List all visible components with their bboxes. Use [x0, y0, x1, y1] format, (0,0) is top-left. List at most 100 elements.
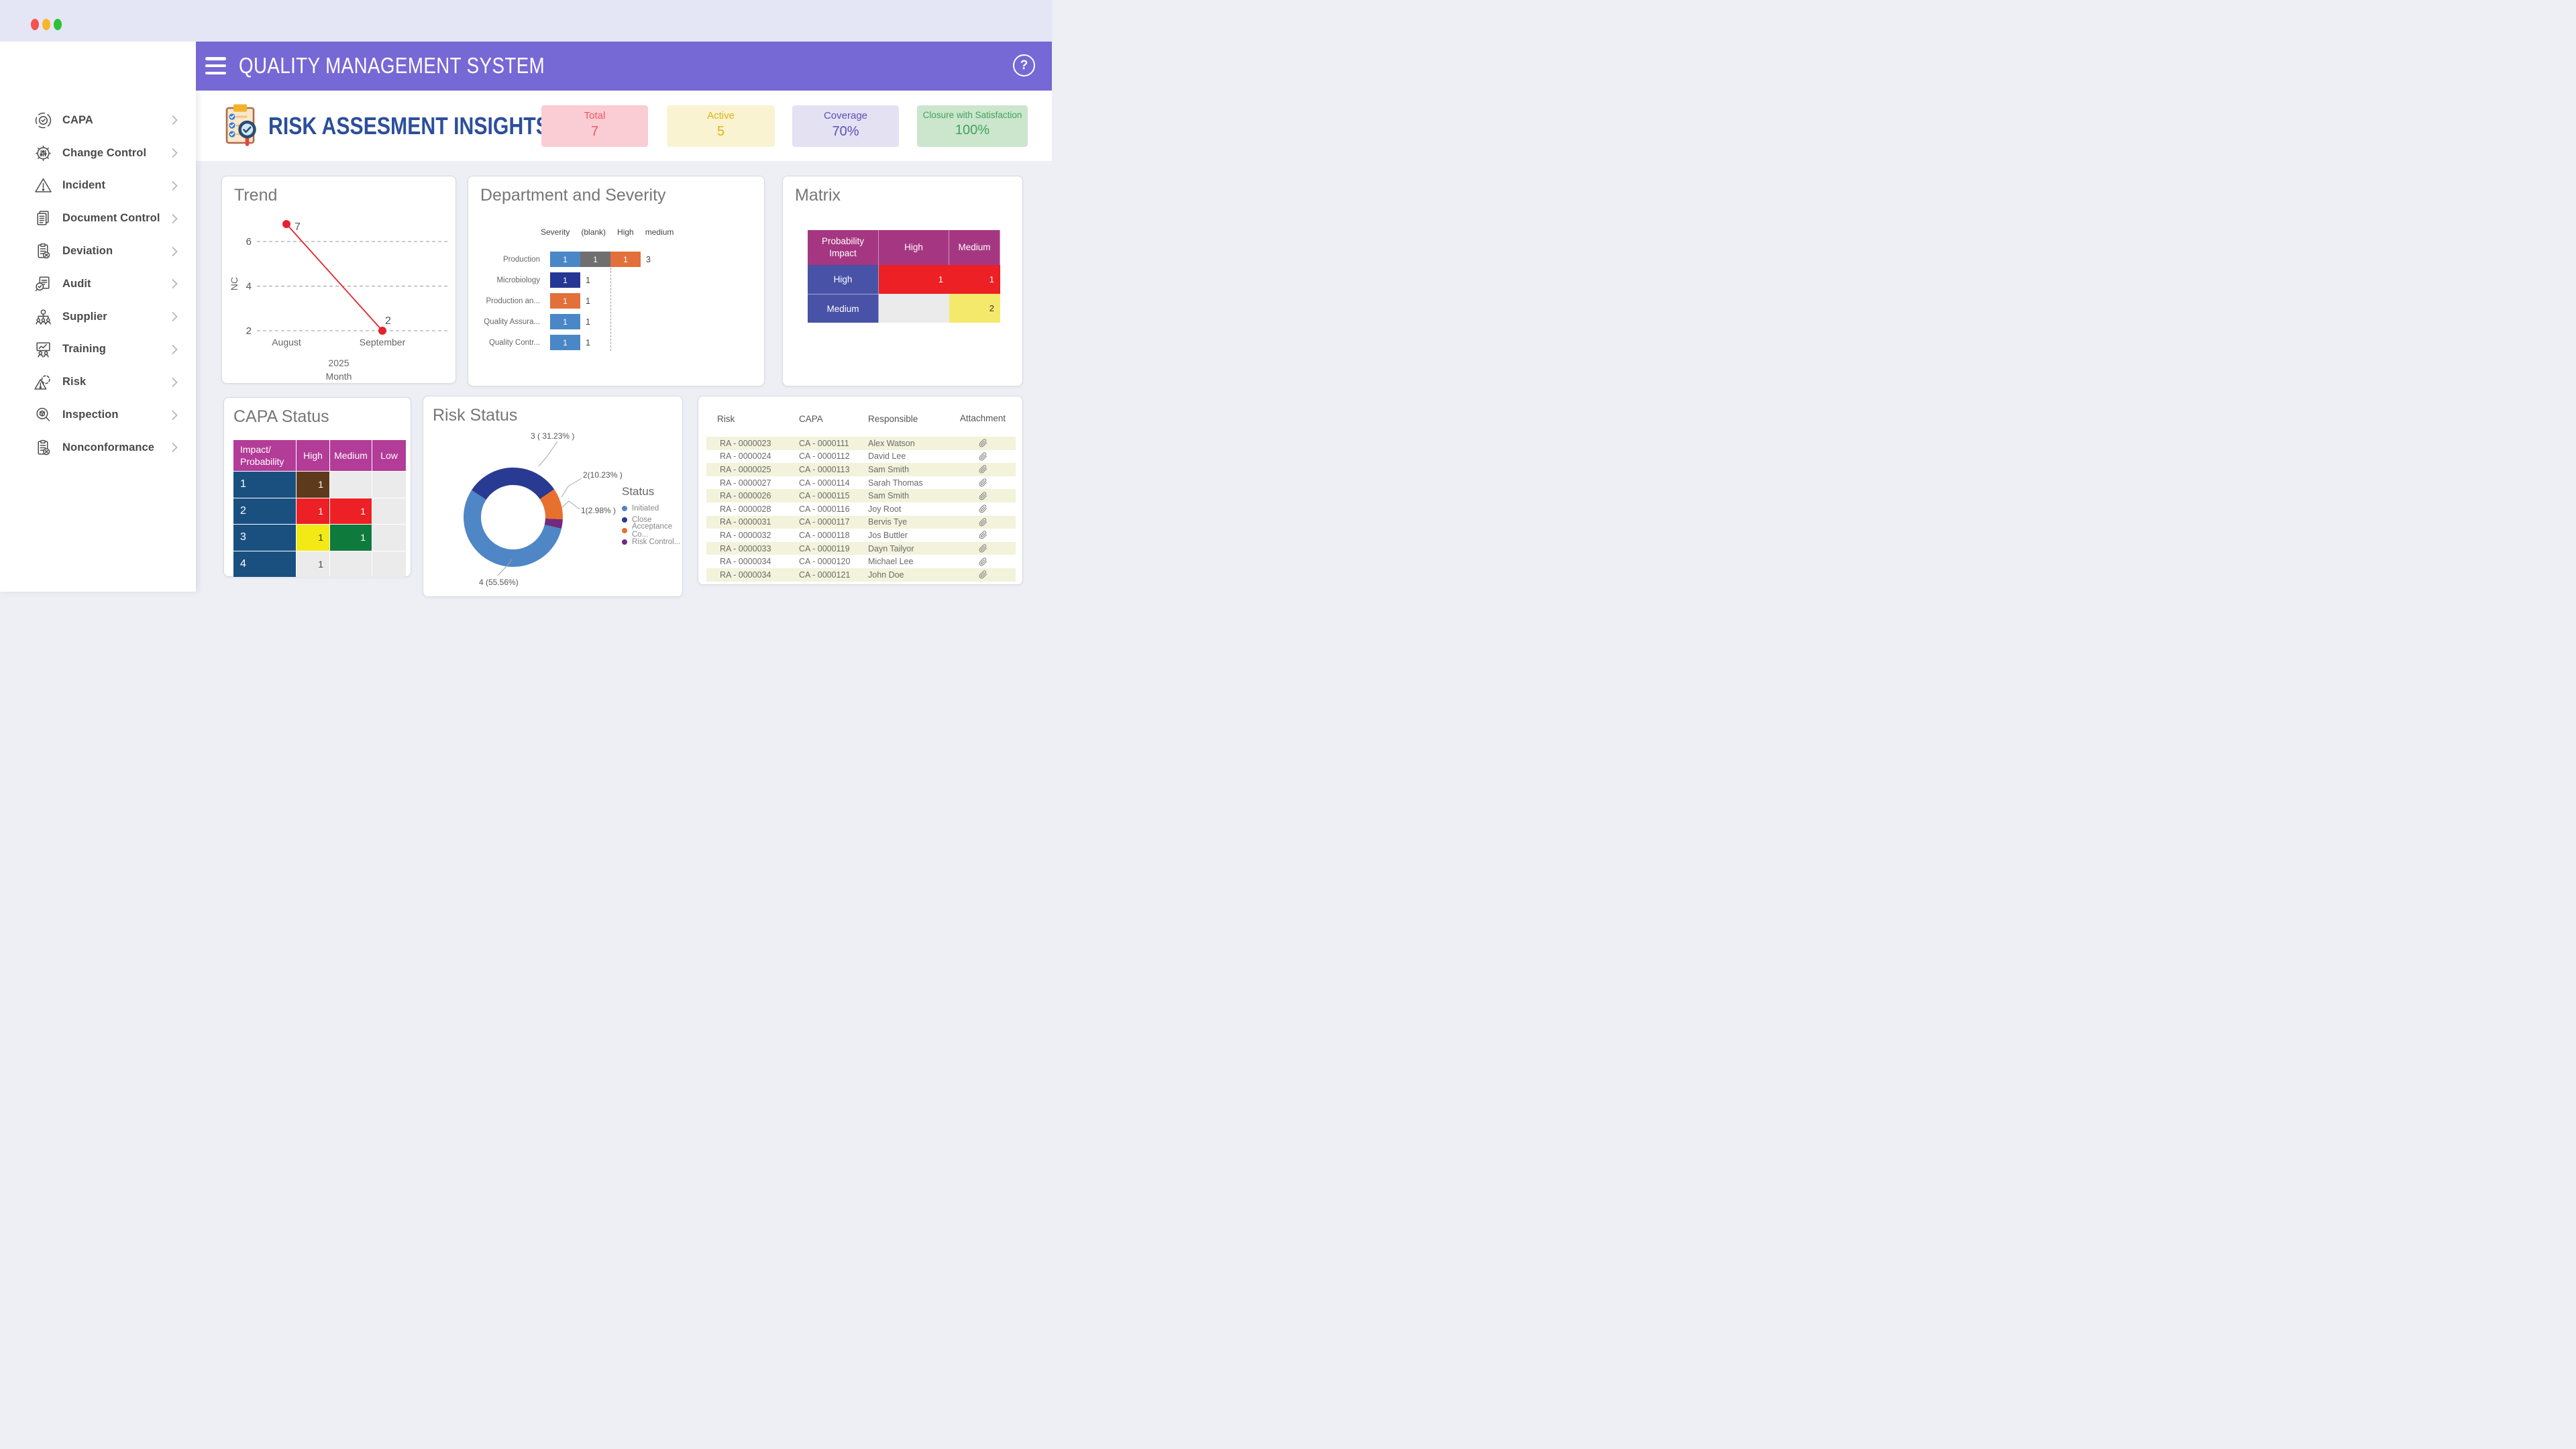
status-cell[interactable]: 1	[949, 265, 1000, 294]
chevron-right-icon	[172, 344, 178, 355]
table-row[interactable]: RA - 0000024 CA - 0000112 David Lee	[706, 450, 1016, 464]
kpi-total[interactable]: Total 7	[541, 105, 648, 147]
sidebar-item-risk[interactable]: Risk	[0, 366, 196, 398]
status-cell[interactable]: 1	[297, 551, 329, 577]
chevron-right-icon	[172, 442, 178, 453]
bar-segment[interactable]: 1	[580, 252, 610, 267]
paperclip-icon[interactable]	[950, 570, 1016, 579]
legend-item-acceptance-co[interactable]: Acceptance Co...	[622, 523, 682, 539]
bar-segment[interactable]: 1	[550, 314, 580, 329]
col-header-risk: Risk	[717, 413, 735, 424]
bar-segment[interactable]: 1	[550, 272, 580, 288]
sidebar-item-training[interactable]: Training	[0, 333, 196, 366]
maximize-button[interactable]	[54, 19, 62, 30]
trend-line-chart[interactable]: 2 4 6 7 August 2 September	[222, 176, 457, 384]
status-cell[interactable]: 1	[297, 472, 329, 498]
paperclip-icon[interactable]	[950, 465, 1016, 474]
table-row[interactable]: RA - 0000033 CA - 0000119 Dayn Tailyor	[706, 541, 1016, 555]
status-cell[interactable]: 1	[330, 525, 372, 551]
paperclip-icon[interactable]	[950, 544, 1016, 553]
window-controls	[31, 19, 62, 30]
sidebar-item-label: Deviation	[62, 245, 113, 258]
card-title: Risk Status	[433, 406, 518, 425]
sidebar-item-inspection[interactable]: Inspection	[0, 398, 196, 431]
sidebar-menu: CAPA Change Control Incident Document Contr…	[0, 42, 196, 464]
bar-segment[interactable]: 1	[610, 252, 641, 267]
table-row[interactable]: RA - 0000034 CA - 0000121 John Doe	[706, 568, 1016, 582]
sidebar-item-capa[interactable]: CAPA	[0, 104, 196, 137]
sidebar-item-deviation[interactable]: Deviation	[0, 235, 196, 268]
table-row[interactable]: RA - 0000032 CA - 0000118 Jos Buttler	[706, 529, 1016, 542]
kpi-closure-with-satisfaction[interactable]: Closure with Satisfaction 100%	[917, 105, 1028, 147]
capa-id: CA - 0000114	[799, 478, 850, 488]
status-cell[interactable]: 1	[879, 265, 949, 294]
table-row-label: High	[808, 265, 879, 294]
status-cell[interactable]	[372, 551, 406, 577]
status-cell[interactable]	[330, 551, 372, 577]
data-point-august[interactable]	[282, 220, 290, 228]
status-cell[interactable]	[372, 525, 406, 551]
risk-status-donut-chart[interactable]	[464, 468, 563, 567]
table-row-label: 2	[233, 498, 296, 524]
bar-row-label: Quality Contr...	[488, 338, 540, 347]
app-title: QUALITY MANAGEMENT SYSTEM	[239, 53, 545, 78]
sidebar-item-audit[interactable]: Audit	[0, 268, 196, 301]
bar-row-label: Quality Assura...	[484, 317, 540, 326]
minimize-button[interactable]	[42, 19, 50, 30]
sidebar-item-label: Document Control	[62, 212, 160, 225]
paperclip-icon[interactable]	[950, 439, 1016, 447]
donut-callout: 4 (55.56%)	[479, 578, 519, 587]
paperclip-icon[interactable]	[950, 557, 1016, 566]
legend-item-close[interactable]: Close	[622, 515, 682, 526]
sidebar-item-nonconformance[interactable]: Nonconformance	[0, 431, 196, 464]
sidebar-item-change-control[interactable]: Change Control	[0, 137, 196, 170]
kpi-coverage[interactable]: Coverage 70%	[792, 105, 899, 147]
bar-total-label: 3	[646, 254, 651, 264]
table-row[interactable]: RA - 0000023 CA - 0000111 Alex Watson	[706, 437, 1016, 450]
bar-segment[interactable]: 1	[550, 335, 580, 350]
table-row[interactable]: RA - 0000027 CA - 0000114 Sarah Thomas	[706, 476, 1016, 490]
table-col-header-medium: Medium	[949, 230, 1000, 265]
table-row[interactable]: RA - 0000031 CA - 0000117 Bervis Tye	[706, 515, 1016, 529]
y-axis-label: NC	[229, 276, 240, 291]
sidebar-item-supplier[interactable]: Supplier	[0, 301, 196, 333]
status-cell[interactable]: 1	[297, 525, 329, 551]
clipboard-x-icon	[34, 242, 52, 261]
legend-item-risk-control[interactable]: Risk Control...	[622, 537, 682, 548]
svg-text:6: 6	[246, 236, 252, 248]
window-titlebar	[0, 0, 1052, 42]
paperclip-icon[interactable]	[950, 531, 1016, 539]
status-cell[interactable]: 2	[949, 294, 1000, 323]
bar-segment[interactable]: 1	[550, 252, 580, 267]
table-row[interactable]: RA - 0000026 CA - 0000115 Sam Smith	[706, 489, 1016, 502]
paperclip-icon[interactable]	[950, 478, 1016, 487]
sidebar-item-incident[interactable]: Incident	[0, 170, 196, 203]
close-button[interactable]	[31, 19, 39, 30]
status-cell[interactable]	[330, 472, 372, 498]
chevron-right-icon	[172, 246, 178, 257]
data-point-september[interactable]	[378, 327, 386, 335]
help-button[interactable]: ?	[1013, 54, 1035, 76]
bar-segment[interactable]: 1	[550, 293, 580, 309]
risk-id: RA - 0000025	[720, 464, 771, 474]
kpi-active[interactable]: Active 5	[667, 105, 775, 147]
kpi-label: Total	[584, 110, 606, 121]
status-cell[interactable]	[372, 498, 406, 524]
status-cell[interactable]	[372, 472, 406, 498]
table-row[interactable]: RA - 0000025 CA - 0000113 Sam Smith	[706, 463, 1016, 476]
responsible-name: Alex Watson	[868, 438, 915, 448]
paperclip-icon[interactable]	[950, 491, 1016, 500]
sidebar-item-document-control[interactable]: Document Control	[0, 202, 196, 235]
status-cell[interactable]: 1	[297, 498, 329, 524]
table-row[interactable]: RA - 0000034 CA - 0000120 Michael Lee	[706, 555, 1016, 568]
status-cell[interactable]	[879, 294, 949, 323]
table-row[interactable]: RA - 0000028 CA - 0000116 Joy Root	[706, 502, 1016, 516]
paperclip-icon[interactable]	[950, 504, 1016, 513]
paperclip-icon[interactable]	[950, 452, 1016, 461]
paperclip-icon[interactable]	[950, 518, 1016, 527]
hamburger-menu-icon[interactable]	[205, 57, 226, 74]
responsible-name: Bervis Tye	[868, 517, 908, 527]
status-cell[interactable]: 1	[330, 498, 372, 524]
legend-item-initiated[interactable]: Initiated	[622, 503, 682, 515]
legend-item-blank: (blank)	[581, 227, 606, 237]
